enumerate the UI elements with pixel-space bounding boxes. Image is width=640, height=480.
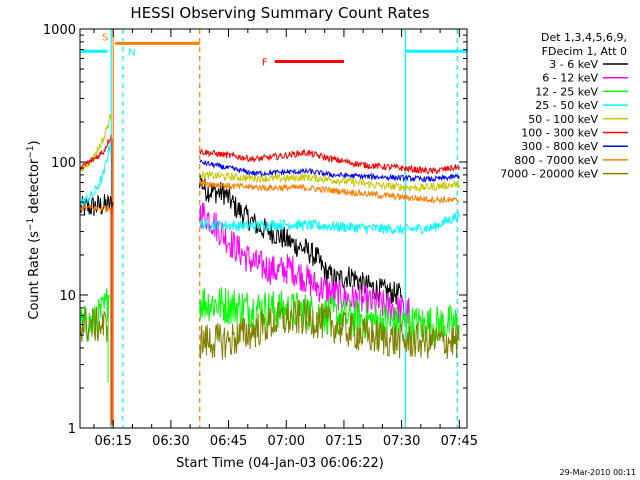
legend-label: 6 - 12 keV: [542, 72, 598, 85]
series-line: [80, 134, 112, 171]
chart-title: HESSI Observing Summary Count Rates: [130, 4, 429, 22]
legend-label: 3 - 6 keV: [549, 58, 598, 71]
series-line: [199, 169, 460, 193]
y-tick-label: 100: [51, 156, 76, 171]
flag-label-s: S: [102, 32, 108, 43]
y-tick-label: 1: [68, 422, 76, 437]
legend-label: 12 - 25 keV: [535, 85, 598, 98]
y-tick-label: 1000: [43, 23, 76, 38]
x-tick-label: 06:15: [94, 434, 131, 449]
legend: Det 1,3,4,5,6,9,FDecim 1, Att 03 - 6 keV…: [500, 31, 628, 181]
legend-header-line: FDecim 1, Att 0: [542, 45, 627, 58]
series-line: [199, 287, 460, 345]
series-line: [199, 179, 460, 205]
x-tick-label: 07:45: [441, 434, 478, 449]
y-axis-label-sup2: −1: [26, 145, 36, 158]
legend-label: 800 - 7000 keV: [514, 154, 598, 167]
series-line: [199, 159, 460, 183]
y-axis-label-mid: detector: [27, 158, 42, 218]
y-axis-label-close: ): [27, 140, 42, 145]
legend-label: 300 - 800 keV: [521, 140, 598, 153]
legend-label: 25 - 50 keV: [535, 99, 598, 112]
legend-label: 100 - 300 keV: [521, 127, 598, 140]
series-line: [199, 175, 403, 305]
series-line: [199, 202, 410, 324]
y-axis-label-sup1: −1: [26, 218, 36, 231]
x-tick-label: 06:30: [152, 434, 189, 449]
series-line: [80, 194, 114, 216]
legend-label: 7000 - 20000 keV: [500, 168, 598, 181]
x-axis: 06:15 06:30 06:45 07:00 07:15 07:30 07:45: [93, 29, 478, 449]
series-line: [80, 138, 112, 207]
x-axis-label: Start Time (04-Jan-03 06:06:22): [176, 456, 384, 471]
flag-label-n: N: [128, 47, 135, 58]
y-axis-label: Count Rate (s−1 detector−1): [26, 140, 42, 319]
series-line: [80, 306, 108, 342]
x-tick-label: 06:45: [210, 434, 247, 449]
series-line: [199, 298, 460, 360]
legend-header-line: Det 1,3,4,5,6,9,: [541, 31, 627, 44]
flag-label-f: F: [262, 57, 268, 68]
x-tick-label: 07:00: [268, 434, 305, 449]
y-axis: 1 10 100 1000: [43, 23, 467, 437]
series-line: [199, 147, 460, 175]
y-axis-label-main: Count Rate (s: [27, 231, 42, 320]
y-tick-label: 10: [59, 289, 76, 304]
footer-timestamp: 29-Mar-2010 00:11: [560, 468, 637, 477]
legend-label: 50 - 100 keV: [528, 113, 598, 126]
series-line: [80, 203, 114, 213]
plot-frame: [79, 28, 468, 429]
x-tick-label: 07:15: [325, 434, 362, 449]
x-tick-label: 07:30: [383, 434, 420, 449]
plot-area: S N F: [80, 29, 467, 428]
series-line: [199, 211, 460, 235]
series-line: [80, 113, 112, 172]
